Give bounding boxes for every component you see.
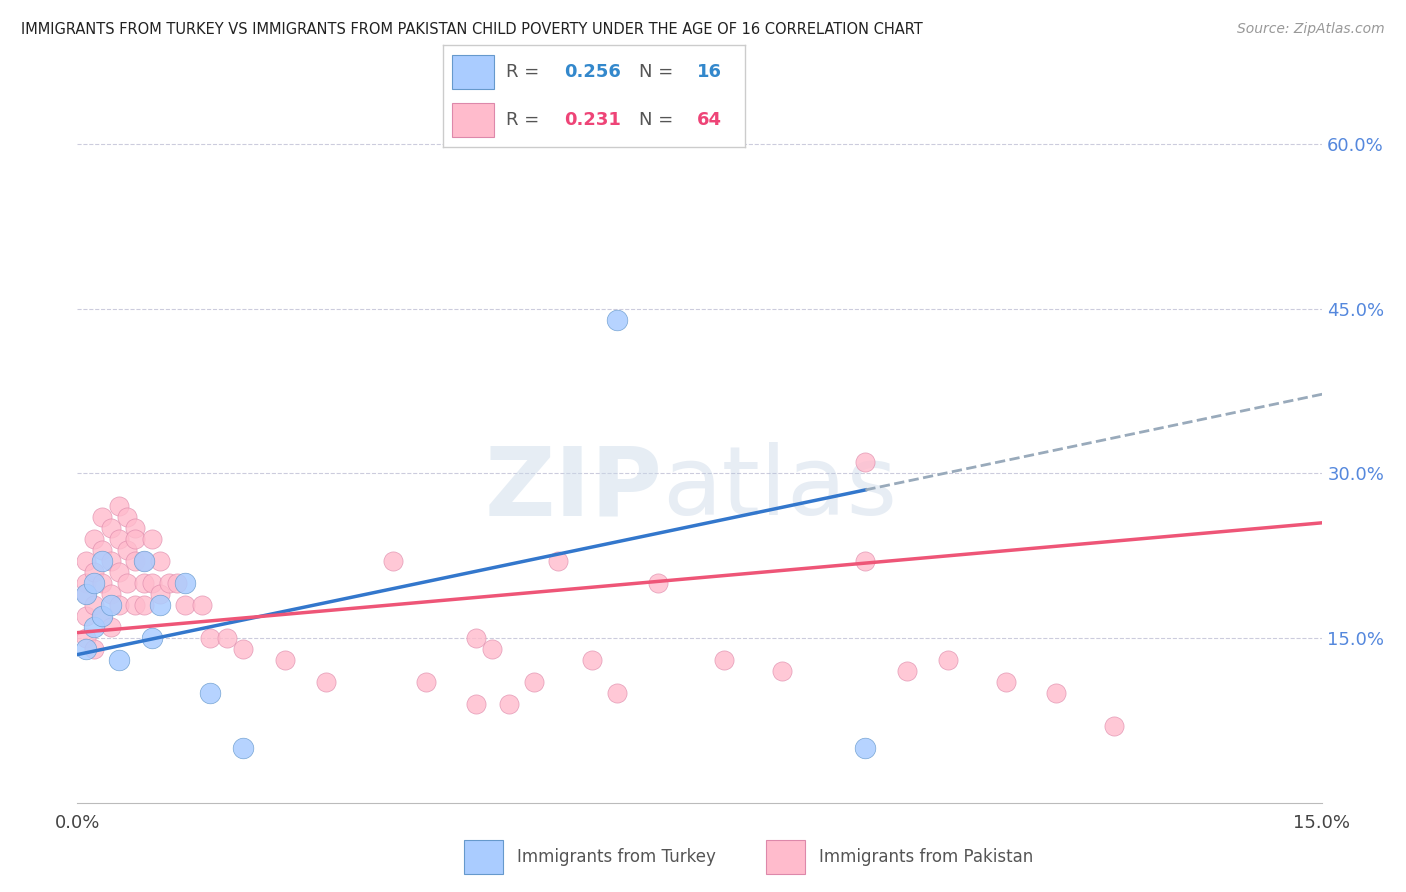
Point bbox=[91, 510, 114, 524]
Point bbox=[381, 554, 404, 568]
Point bbox=[547, 554, 569, 568]
Point bbox=[464, 631, 486, 645]
Point bbox=[855, 455, 877, 469]
Point bbox=[75, 587, 97, 601]
Point bbox=[75, 609, 97, 624]
Point bbox=[215, 631, 238, 645]
Point bbox=[100, 598, 122, 612]
Point bbox=[83, 598, 105, 612]
Point bbox=[1045, 686, 1067, 700]
Point bbox=[141, 631, 163, 645]
Text: 64: 64 bbox=[697, 111, 721, 129]
Point bbox=[83, 533, 105, 547]
Text: Immigrants from Pakistan: Immigrants from Pakistan bbox=[820, 847, 1033, 866]
Point bbox=[198, 686, 221, 700]
Text: 0.256: 0.256 bbox=[564, 62, 620, 81]
FancyBboxPatch shape bbox=[766, 839, 806, 874]
Point bbox=[149, 587, 172, 601]
Text: N =: N = bbox=[640, 111, 679, 129]
Point bbox=[108, 566, 131, 580]
Text: R =: R = bbox=[506, 111, 546, 129]
Point bbox=[75, 587, 97, 601]
Point bbox=[75, 554, 97, 568]
Point bbox=[91, 554, 114, 568]
Point bbox=[191, 598, 214, 612]
Point bbox=[108, 533, 131, 547]
Point bbox=[149, 554, 172, 568]
Point bbox=[855, 554, 877, 568]
Point bbox=[124, 598, 146, 612]
Text: ZIP: ZIP bbox=[484, 442, 662, 535]
Point bbox=[83, 642, 105, 657]
Point bbox=[274, 653, 297, 667]
Point bbox=[464, 697, 486, 711]
Point bbox=[115, 510, 138, 524]
FancyBboxPatch shape bbox=[464, 839, 503, 874]
Point bbox=[415, 675, 437, 690]
Point bbox=[83, 566, 105, 580]
Point bbox=[91, 576, 114, 591]
Point bbox=[523, 675, 546, 690]
Point bbox=[75, 642, 97, 657]
FancyBboxPatch shape bbox=[451, 55, 495, 88]
Text: atlas: atlas bbox=[662, 442, 897, 535]
Point bbox=[1104, 719, 1126, 733]
Point bbox=[232, 642, 254, 657]
Point bbox=[75, 631, 97, 645]
Point bbox=[166, 576, 188, 591]
Point bbox=[115, 543, 138, 558]
Point bbox=[606, 312, 628, 326]
Point bbox=[855, 740, 877, 755]
Point bbox=[995, 675, 1018, 690]
Point bbox=[100, 554, 122, 568]
Point bbox=[132, 554, 155, 568]
Point bbox=[91, 543, 114, 558]
Point bbox=[896, 664, 918, 678]
Point bbox=[124, 521, 146, 535]
Text: Immigrants from Turkey: Immigrants from Turkey bbox=[517, 847, 716, 866]
Point bbox=[100, 620, 122, 634]
Text: IMMIGRANTS FROM TURKEY VS IMMIGRANTS FROM PAKISTAN CHILD POVERTY UNDER THE AGE O: IMMIGRANTS FROM TURKEY VS IMMIGRANTS FRO… bbox=[21, 22, 922, 37]
Point bbox=[938, 653, 960, 667]
Text: 16: 16 bbox=[697, 62, 721, 81]
Text: 0.231: 0.231 bbox=[564, 111, 620, 129]
Point bbox=[91, 609, 114, 624]
Point bbox=[315, 675, 337, 690]
Point bbox=[149, 598, 172, 612]
Point bbox=[100, 521, 122, 535]
Point bbox=[581, 653, 603, 667]
Text: Source: ZipAtlas.com: Source: ZipAtlas.com bbox=[1237, 22, 1385, 37]
Point bbox=[83, 620, 105, 634]
Point bbox=[108, 653, 131, 667]
Point bbox=[141, 576, 163, 591]
Point bbox=[124, 533, 146, 547]
Point bbox=[481, 642, 503, 657]
Point bbox=[83, 576, 105, 591]
Point bbox=[498, 697, 520, 711]
Point bbox=[132, 576, 155, 591]
Point bbox=[75, 576, 97, 591]
Point bbox=[713, 653, 735, 667]
Point bbox=[141, 533, 163, 547]
Point bbox=[772, 664, 794, 678]
Text: N =: N = bbox=[640, 62, 679, 81]
Point bbox=[132, 598, 155, 612]
Point bbox=[124, 554, 146, 568]
Point bbox=[198, 631, 221, 645]
Point bbox=[174, 576, 197, 591]
Point bbox=[606, 686, 628, 700]
Text: R =: R = bbox=[506, 62, 546, 81]
FancyBboxPatch shape bbox=[451, 103, 495, 137]
Point bbox=[647, 576, 669, 591]
Point bbox=[108, 598, 131, 612]
Point bbox=[115, 576, 138, 591]
Point bbox=[232, 740, 254, 755]
Point bbox=[91, 609, 114, 624]
Point bbox=[108, 500, 131, 514]
Point bbox=[157, 576, 180, 591]
Point bbox=[132, 554, 155, 568]
Point bbox=[174, 598, 197, 612]
Point bbox=[100, 587, 122, 601]
